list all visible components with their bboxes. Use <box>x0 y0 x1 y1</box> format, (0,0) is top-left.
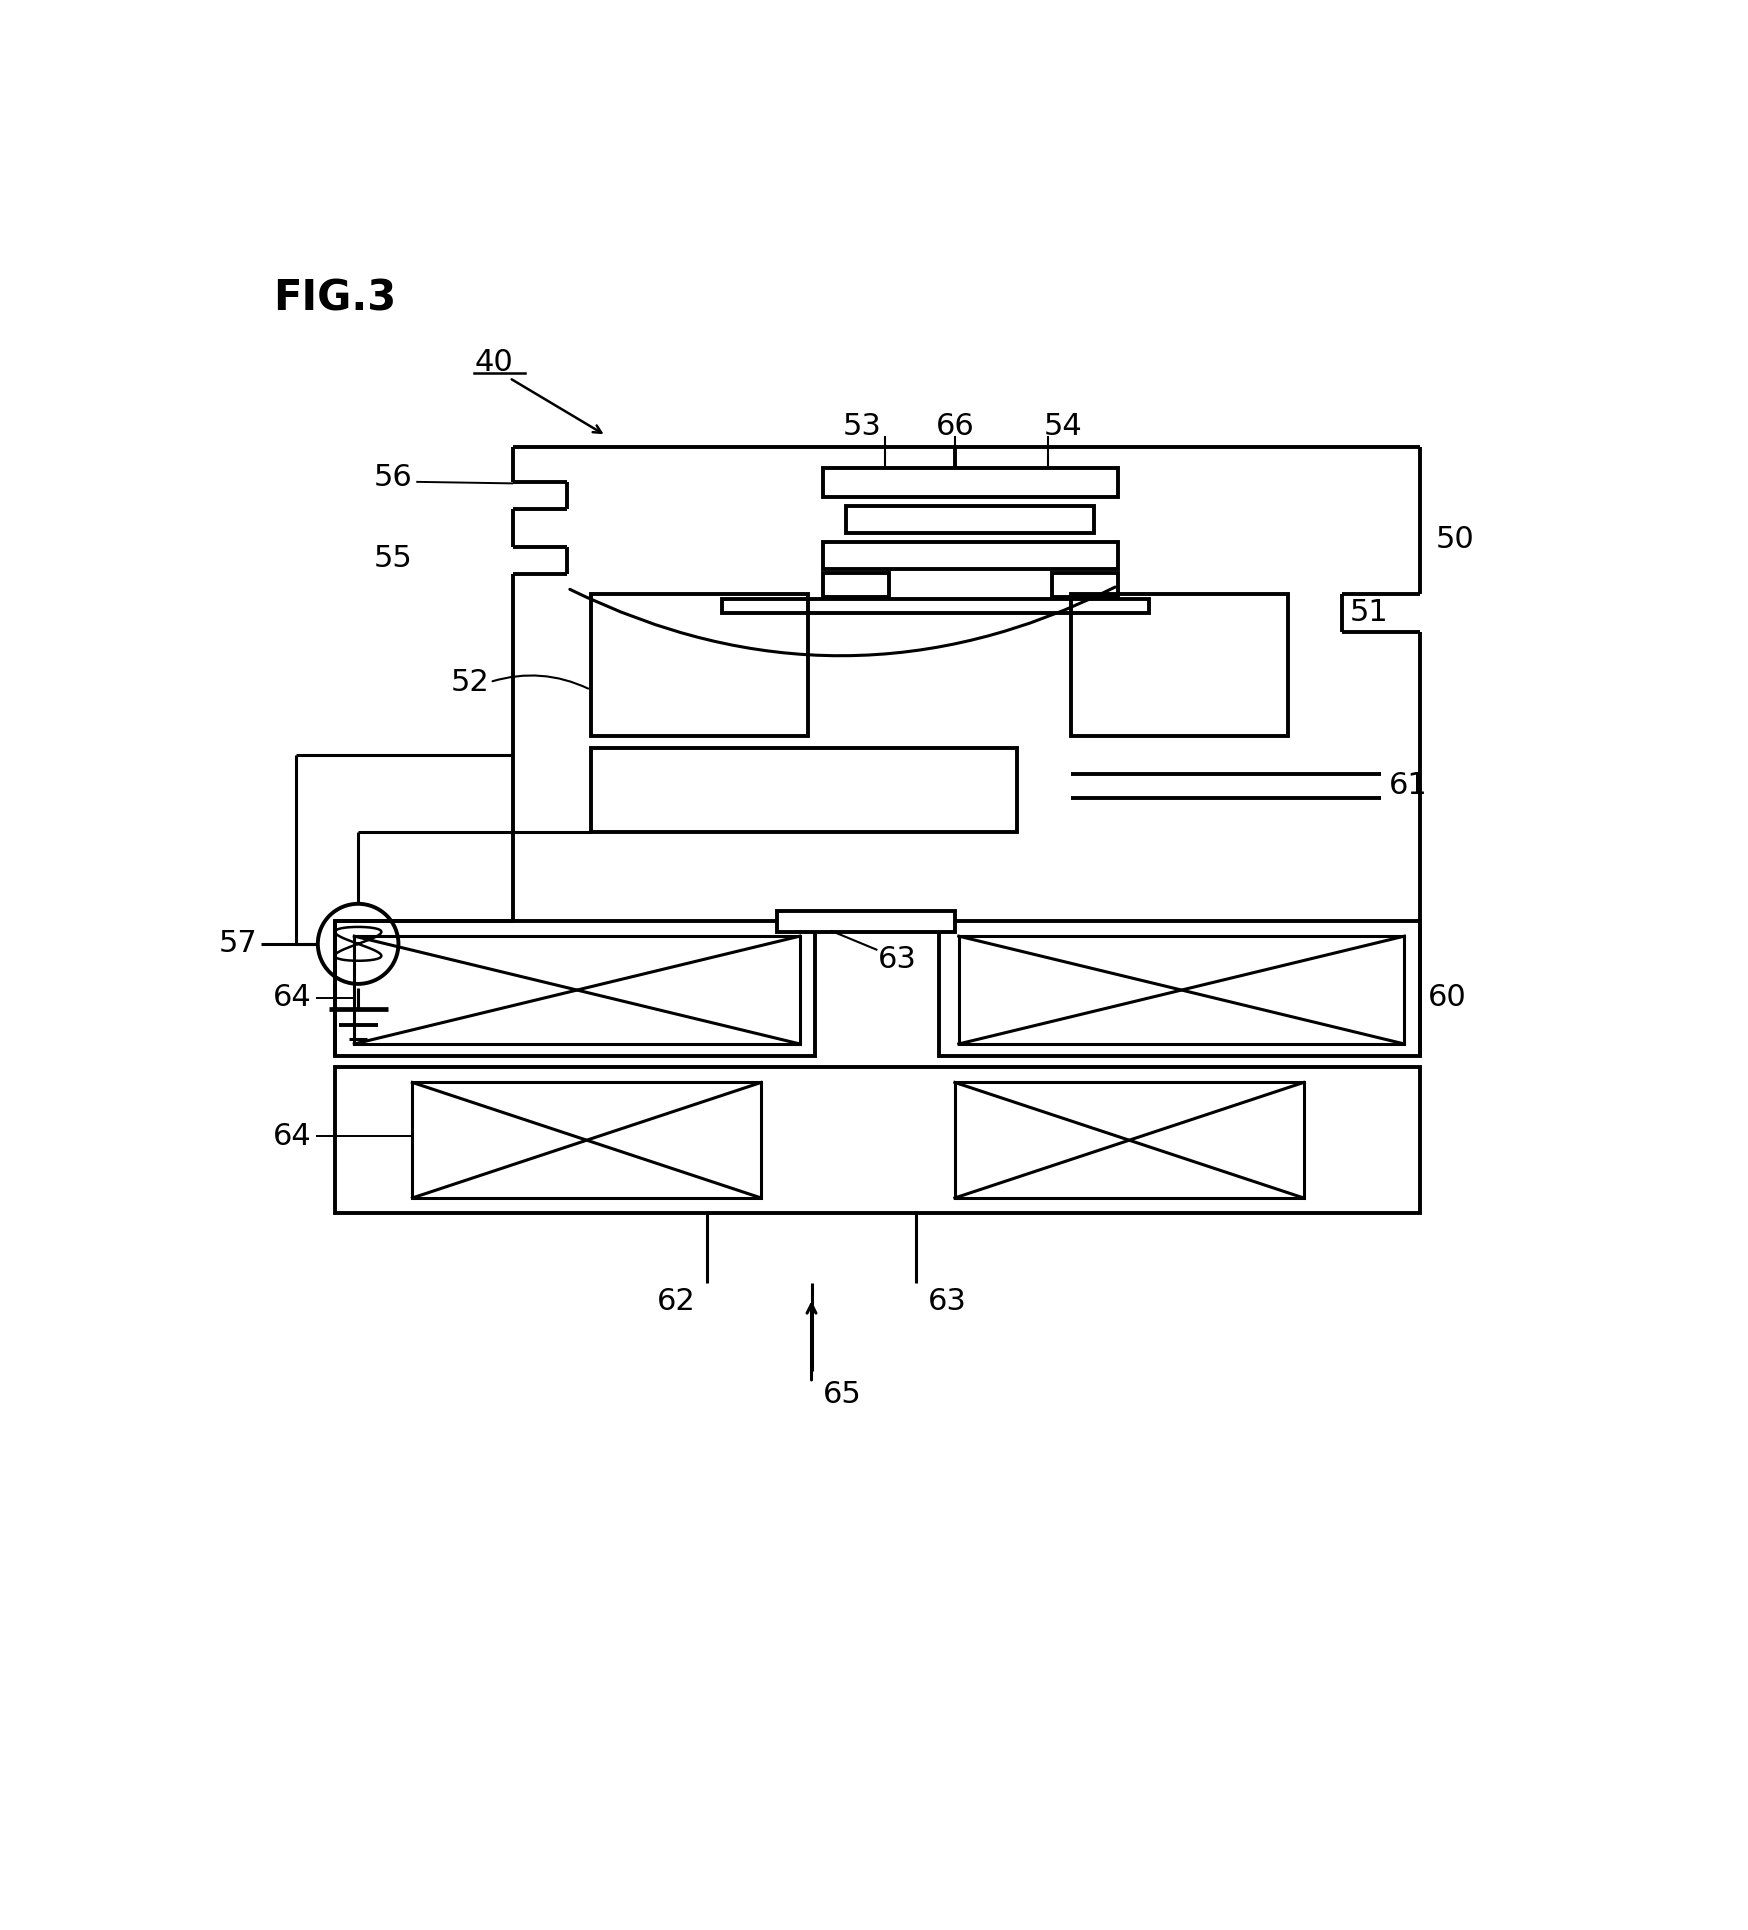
Bar <box>823 542 1117 569</box>
Text: 52: 52 <box>451 668 489 697</box>
Text: 56: 56 <box>374 463 413 492</box>
Bar <box>823 467 1117 498</box>
Bar <box>591 747 1016 832</box>
Text: 40: 40 <box>474 347 512 376</box>
Text: 64: 64 <box>273 1121 311 1150</box>
Text: 50: 50 <box>1435 525 1474 554</box>
Text: FIG.3: FIG.3 <box>273 278 395 320</box>
Bar <box>1051 573 1117 598</box>
Bar <box>954 1083 1302 1199</box>
Bar <box>413 1083 760 1199</box>
Text: 51: 51 <box>1349 598 1388 627</box>
Text: 66: 66 <box>935 411 974 440</box>
Bar <box>823 573 888 598</box>
Bar <box>1070 594 1287 735</box>
Bar <box>334 1067 1419 1214</box>
Bar <box>722 598 1148 612</box>
Bar <box>776 911 954 932</box>
Text: 63: 63 <box>926 1287 967 1316</box>
Bar <box>846 506 1094 533</box>
Bar <box>939 921 1419 1056</box>
Text: 65: 65 <box>823 1380 862 1409</box>
Text: 57: 57 <box>218 930 257 959</box>
Text: 64: 64 <box>273 982 311 1011</box>
Text: 61: 61 <box>1388 772 1426 801</box>
Text: 53: 53 <box>843 411 881 440</box>
Bar <box>355 936 799 1044</box>
Bar <box>334 921 815 1056</box>
Text: 60: 60 <box>1426 982 1465 1011</box>
Text: 54: 54 <box>1044 411 1082 440</box>
Text: 62: 62 <box>656 1287 696 1316</box>
Text: 55: 55 <box>374 544 413 573</box>
Bar <box>591 594 808 735</box>
Bar <box>958 936 1404 1044</box>
Text: 63: 63 <box>877 946 916 975</box>
